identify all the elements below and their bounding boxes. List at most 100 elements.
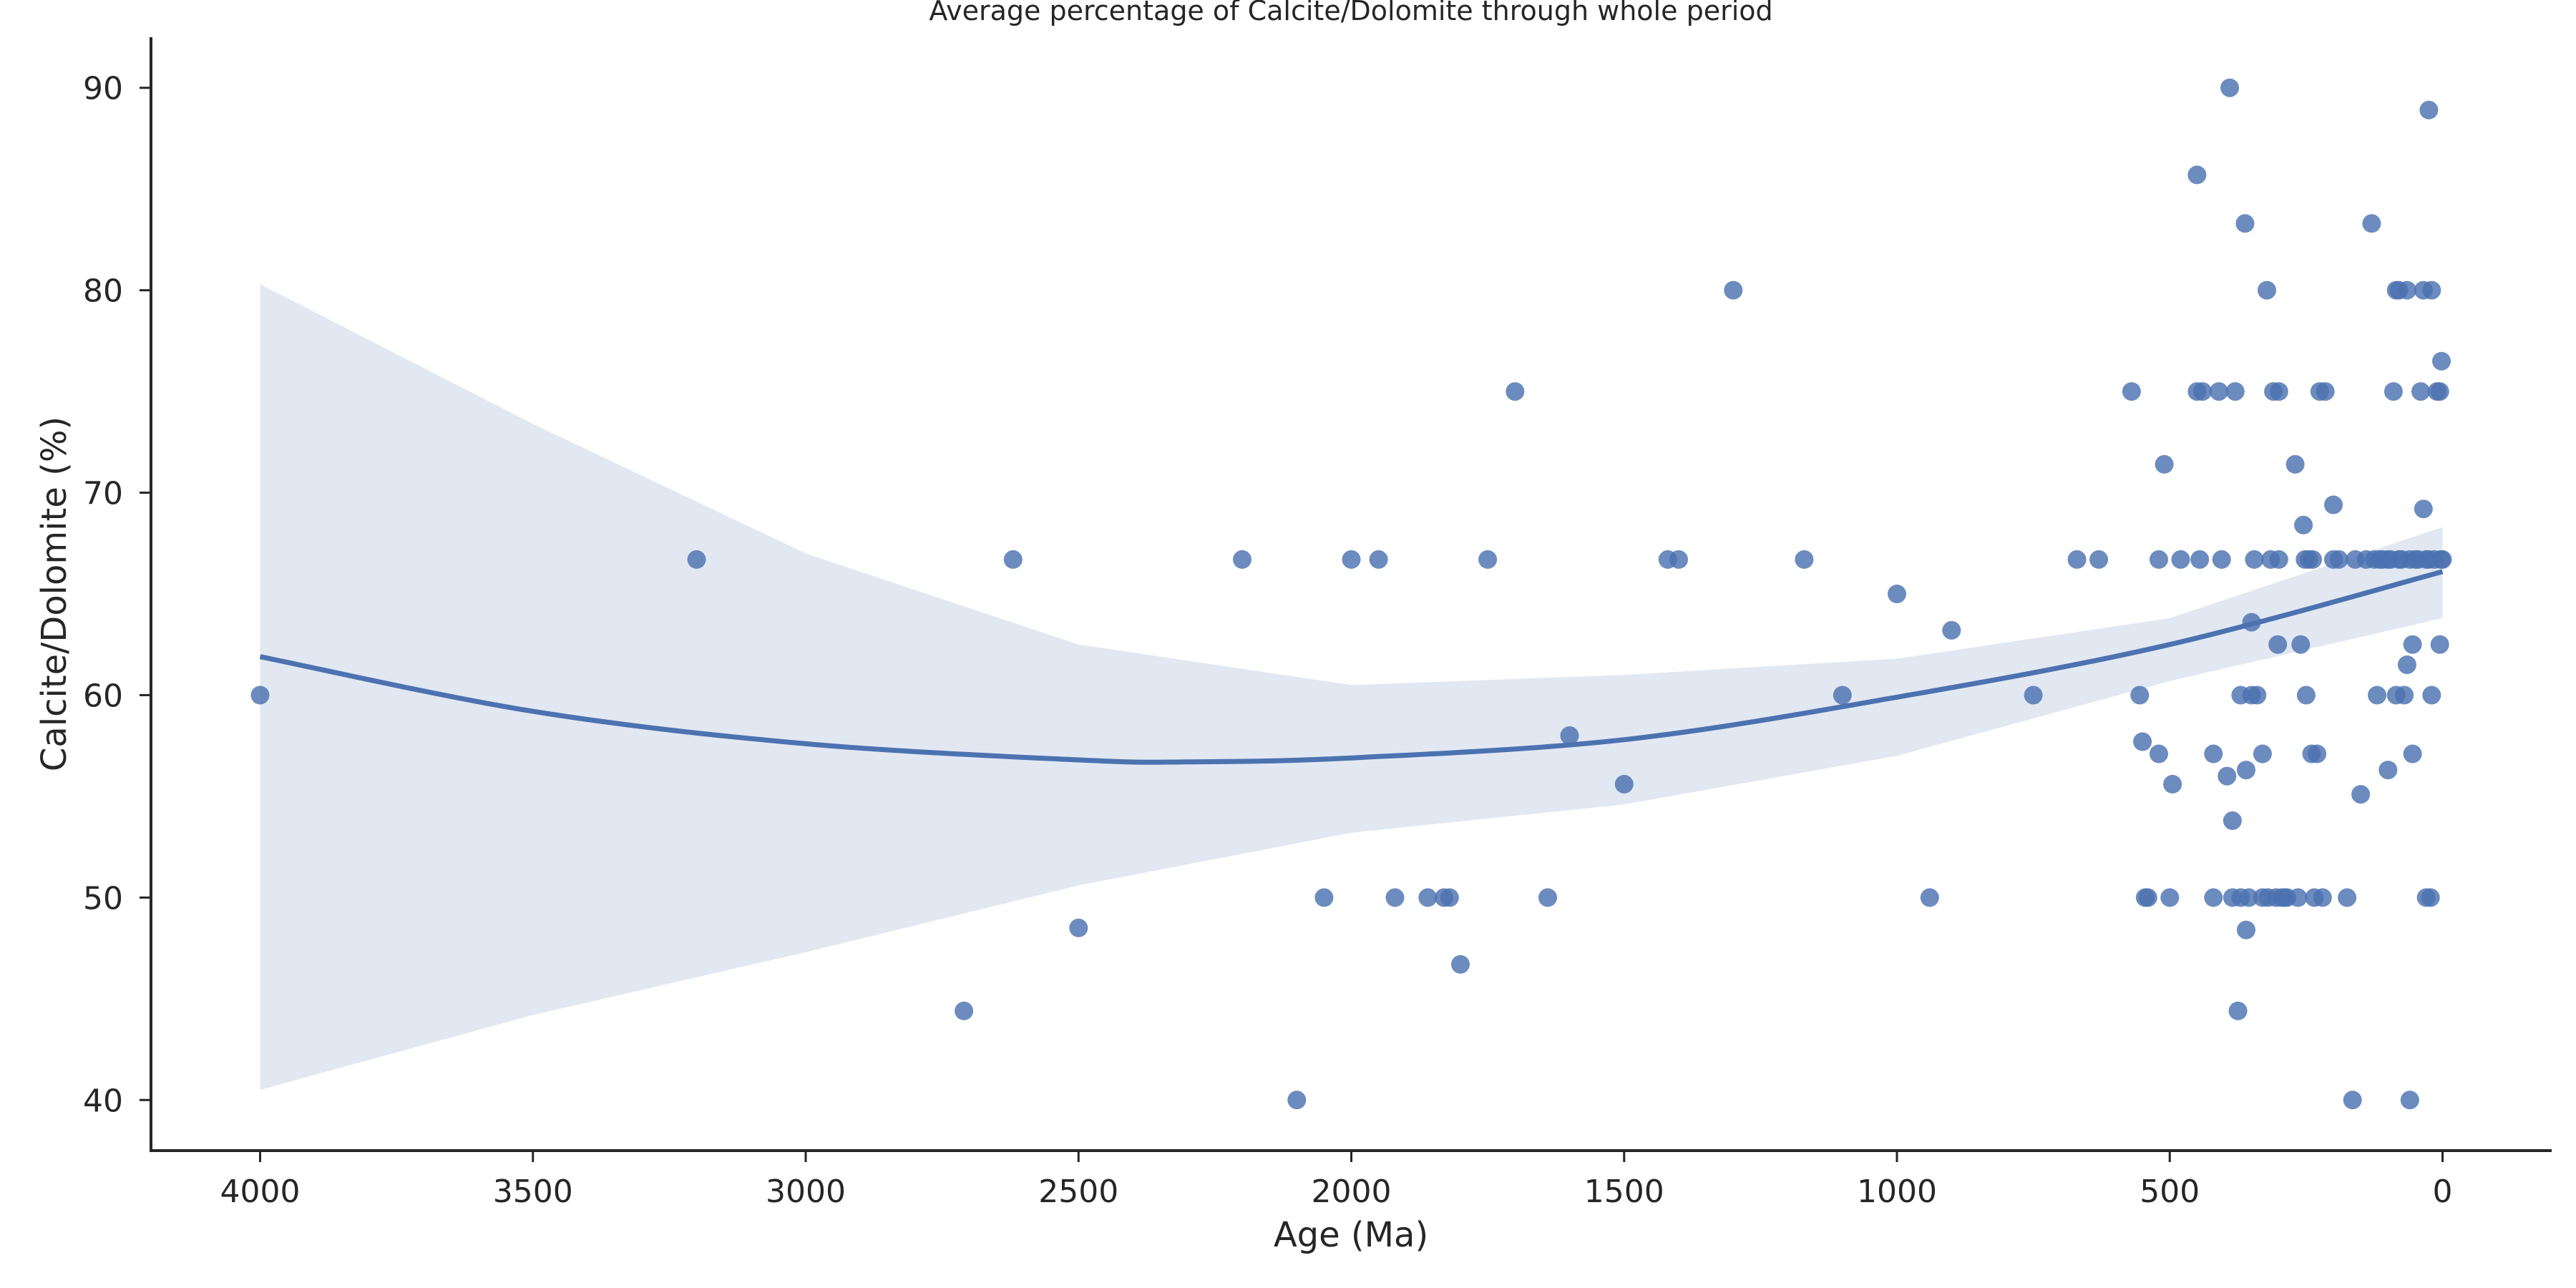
data-point	[2268, 635, 2288, 654]
data-point	[2258, 280, 2276, 300]
confidence-band	[260, 284, 2443, 1091]
data-point	[2395, 686, 2414, 705]
data-point	[1560, 726, 1579, 745]
data-point	[2209, 382, 2228, 401]
data-point	[2223, 811, 2242, 830]
y-tick-label: 90	[83, 71, 123, 107]
data-point	[2160, 888, 2180, 907]
data-point	[2285, 454, 2305, 474]
data-point	[2397, 655, 2416, 674]
y-tick-label: 80	[83, 273, 123, 310]
x-tick-label: 500	[2140, 1174, 2200, 1210]
x-tick-label: 1500	[1584, 1174, 1664, 1210]
data-point	[2235, 214, 2255, 233]
data-point	[2269, 382, 2288, 401]
data-point	[2419, 100, 2439, 119]
data-point	[2403, 744, 2422, 763]
data-point	[2422, 280, 2441, 300]
data-point	[2212, 550, 2231, 569]
data-point	[2308, 744, 2327, 763]
data-point	[1724, 280, 1743, 300]
chart-title: Average percentage of Calcite/Dolomite t…	[929, 0, 1772, 26]
y-tick-label: 70	[83, 476, 123, 512]
data-point	[2397, 280, 2416, 300]
x-tick-label: 4000	[220, 1174, 301, 1210]
x-tick-label: 2500	[1038, 1174, 1118, 1210]
y-tick-label: 50	[83, 880, 123, 917]
data-point	[2351, 785, 2371, 804]
data-point	[2421, 888, 2440, 907]
data-point	[2324, 495, 2343, 514]
data-point	[1833, 686, 1852, 705]
data-point	[1669, 550, 1688, 569]
data-point	[1342, 550, 1361, 569]
data-point	[2379, 761, 2398, 780]
data-point	[2193, 382, 2212, 401]
data-point	[2245, 550, 2264, 569]
data-point	[2343, 1091, 2362, 1110]
data-point	[1287, 1091, 1307, 1110]
data-point	[1233, 550, 1252, 569]
data-point	[2171, 550, 2190, 569]
data-point	[1888, 585, 1906, 603]
data-point	[1440, 888, 1459, 907]
data-point	[2218, 766, 2237, 786]
data-point	[2313, 888, 2332, 907]
plot-area	[250, 78, 2452, 1110]
data-point	[687, 550, 706, 569]
data-point	[2204, 744, 2223, 763]
data-point	[2316, 382, 2335, 401]
data-point	[955, 1001, 974, 1020]
data-point	[2237, 761, 2255, 780]
data-point	[2338, 888, 2357, 907]
data-point	[2150, 744, 2168, 763]
data-point	[1369, 550, 1388, 569]
data-point	[2239, 888, 2258, 907]
data-point	[2225, 382, 2245, 401]
data-point	[2384, 382, 2403, 401]
data-point	[2122, 382, 2141, 401]
data-point	[1314, 888, 1334, 907]
data-point	[2220, 78, 2240, 97]
data-point	[2294, 515, 2313, 535]
data-point	[1538, 888, 1557, 907]
data-point	[2303, 550, 2322, 569]
data-point	[2433, 550, 2452, 569]
data-point	[2089, 550, 2109, 569]
x-tick-label: 1000	[1857, 1174, 1937, 1210]
data-point	[2414, 499, 2433, 519]
x-tick-label: 3000	[766, 1174, 846, 1210]
data-point	[2422, 686, 2441, 705]
data-point	[2190, 550, 2210, 569]
data-point	[1920, 888, 1939, 907]
data-point	[1003, 550, 1023, 569]
data-point	[2253, 744, 2272, 763]
data-point	[2187, 165, 2207, 185]
data-point	[2430, 635, 2449, 654]
data-point	[2430, 382, 2449, 401]
y-axis-ticks: 40 50 60 70 80 90	[83, 71, 151, 1119]
data-point	[2150, 550, 2168, 569]
data-point	[2400, 1091, 2419, 1110]
data-point	[2228, 1001, 2248, 1020]
data-point	[2163, 774, 2182, 794]
data-point	[2138, 888, 2157, 907]
data-point	[2368, 686, 2386, 705]
x-axis-ticks: 4000 3500 3000 2500 2000 1500 1000 500 0	[220, 1151, 2453, 1210]
data-point	[2411, 382, 2430, 401]
x-tick-label: 0	[2433, 1174, 2453, 1210]
data-point	[2291, 635, 2311, 654]
data-point	[2329, 550, 2348, 569]
data-point	[1069, 918, 1088, 937]
y-tick-label: 40	[83, 1083, 123, 1119]
data-point	[2204, 888, 2223, 907]
data-point	[1506, 382, 1525, 401]
data-point	[2130, 686, 2150, 705]
x-tick-label: 3500	[493, 1174, 573, 1210]
data-point	[2237, 920, 2255, 940]
data-point	[2296, 686, 2316, 705]
data-point	[2432, 351, 2451, 371]
data-points	[250, 78, 2452, 1110]
y-tick-label: 60	[83, 678, 123, 714]
